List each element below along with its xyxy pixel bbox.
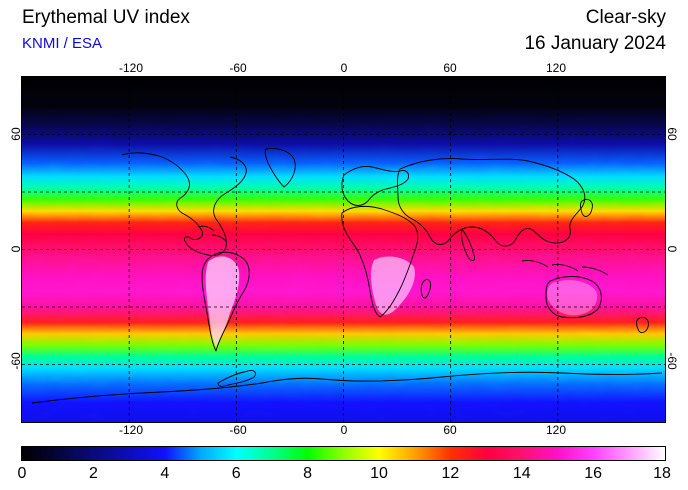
lon-label-bottom-0: 0: [340, 423, 348, 437]
lon-label-top-minus120: -120: [118, 61, 144, 75]
coastline-new-zealand: [636, 316, 649, 334]
colorbar-label-6: 6: [231, 465, 241, 482]
coastline-north-america: [121, 152, 247, 256]
lon-label-top-120: 120: [545, 61, 567, 75]
chart-title: Erythemal UV index: [22, 7, 190, 28]
sky-condition: Clear-sky: [585, 7, 666, 28]
coastline-europe: [341, 166, 409, 206]
coastline-south-america: [201, 251, 250, 352]
lat-label-right-minus60: -60: [665, 352, 679, 370]
colorbar-label-10: 10: [370, 465, 388, 482]
lon-label-bottom-120: 120: [545, 423, 567, 437]
colorbar-label-8: 8: [303, 465, 313, 482]
colorbar-label-2: 2: [88, 465, 98, 482]
lon-label-bottom-minus60: -60: [229, 423, 247, 437]
uv-index-map: [21, 76, 666, 423]
coastline-madagascar: [420, 278, 431, 299]
graticule: [22, 77, 665, 422]
south-america-highlight: [205, 256, 240, 347]
lon-label-bottom-minus120: -120: [118, 423, 144, 437]
colorbar-gradient: [22, 447, 665, 460]
coastline-antarctic-peninsula: [217, 370, 257, 387]
lon-label-top-0: 0: [340, 61, 348, 75]
coastline-india: [461, 228, 475, 262]
coastlines: [31, 148, 663, 404]
australia-highlight: [547, 280, 598, 316]
lon-label-top-60: 60: [443, 61, 457, 75]
coastline-asia: [397, 158, 586, 247]
coastline-australia: [545, 276, 602, 319]
lat-label-right-0: 0: [665, 245, 679, 253]
data-credit: KNMI / ESA: [22, 35, 103, 52]
coastline-japan: [580, 198, 593, 217]
colorbar-label-4: 4: [160, 465, 170, 482]
lat-label-right-60: 60: [665, 127, 679, 141]
uv-colorbar: [21, 446, 666, 461]
colorbar-label-0: 0: [17, 465, 27, 482]
coastline-antarctica: [31, 371, 663, 404]
coastline-greenland: [264, 148, 296, 188]
lon-label-bottom-60: 60: [443, 423, 457, 437]
colorbar-label-14: 14: [512, 465, 531, 482]
coastline-africa: [341, 205, 419, 318]
coastline-indonesia: [521, 260, 609, 276]
coastline-caribbean: [197, 225, 227, 242]
colorbar-label-12: 12: [441, 465, 460, 482]
map-date: 16 January 2024: [524, 33, 666, 54]
colorbar-label-18: 18: [653, 465, 671, 482]
lon-label-top-minus60: -60: [229, 61, 247, 75]
colorbar-svg: [22, 447, 665, 460]
colorbar-label-16: 16: [584, 465, 603, 482]
uv-map-svg: [22, 77, 665, 422]
africa-highlight: [370, 256, 415, 315]
